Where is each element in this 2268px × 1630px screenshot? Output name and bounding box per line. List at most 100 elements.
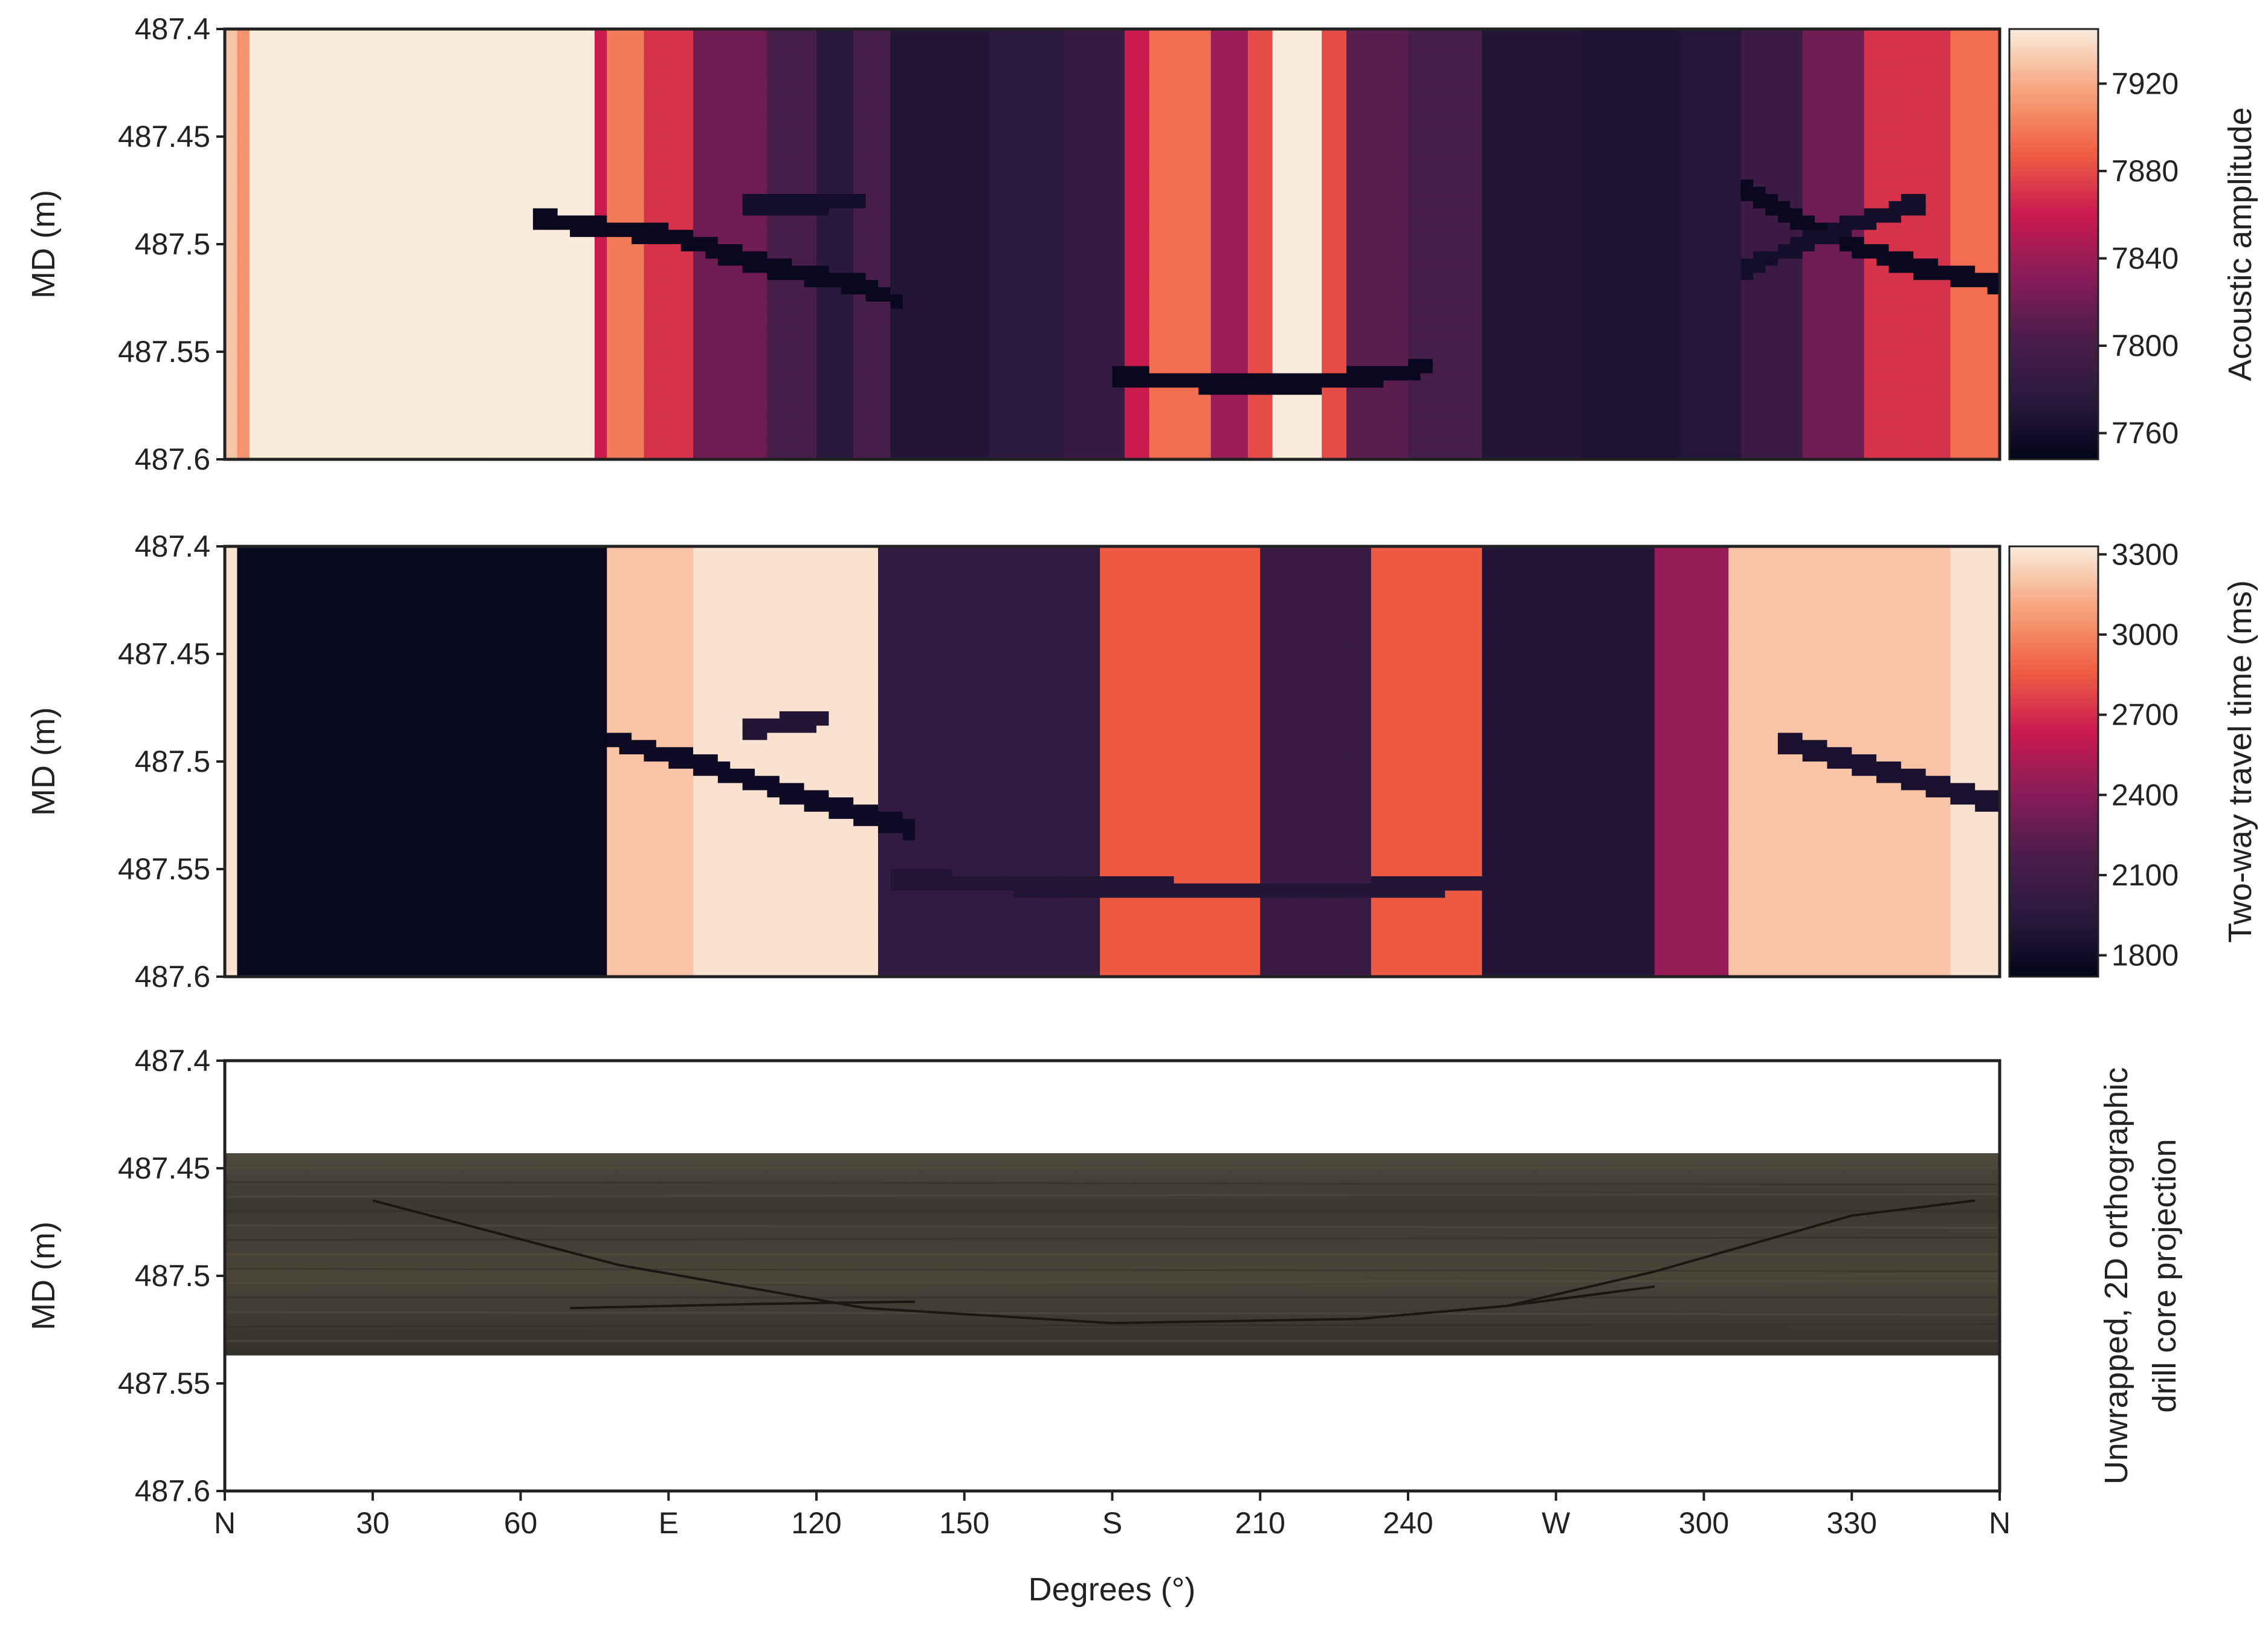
heatmap-cell	[496, 244, 509, 252]
heatmap-cell	[1050, 237, 1064, 245]
heatmap-cell	[274, 50, 287, 59]
heatmap-cell	[705, 115, 719, 123]
heatmap-cell	[1026, 301, 1039, 309]
heatmap-cell	[902, 222, 916, 230]
heatmap-cell	[1075, 158, 1088, 166]
heatmap-cell	[311, 137, 324, 144]
heatmap-cell	[977, 337, 990, 345]
heatmap-cell	[1186, 100, 1199, 109]
heatmap-cell	[225, 430, 237, 438]
heatmap-cell	[397, 65, 410, 73]
heatmap-cell	[964, 373, 977, 381]
heatmap-cell	[730, 43, 743, 51]
heatmap-cell	[656, 402, 669, 410]
heatmap-cell	[989, 366, 1002, 374]
heatmap-cell	[853, 150, 867, 159]
heatmap-cell	[545, 402, 558, 410]
heatmap-cell	[422, 50, 435, 59]
heatmap-cell	[1210, 179, 1224, 187]
heatmap-cell	[693, 122, 706, 130]
heatmap-cell	[422, 179, 435, 187]
heatmap-cell	[1174, 57, 1187, 65]
heatmap-cell	[1210, 409, 1224, 417]
heatmap-cell	[1087, 301, 1100, 309]
heatmap-cell	[335, 29, 349, 37]
heatmap-cell	[804, 172, 817, 180]
heatmap-cell	[829, 237, 842, 245]
heatmap-cell	[274, 423, 287, 432]
heatmap-cell	[1137, 308, 1150, 317]
heatmap-cell	[422, 452, 435, 460]
heatmap-cell	[1161, 337, 1175, 345]
heatmap-cell	[237, 150, 250, 159]
heatmap-cell	[471, 294, 484, 302]
heatmap-cell	[816, 438, 829, 445]
heatmap-cell	[939, 273, 952, 280]
heatmap-cell	[607, 273, 620, 280]
heatmap-cell	[582, 258, 595, 267]
heatmap-cell	[952, 201, 965, 209]
heatmap-cell	[249, 294, 262, 302]
heatmap-cell	[1174, 373, 1187, 381]
heatmap-cell	[877, 43, 891, 51]
heatmap-cell	[520, 79, 534, 87]
heatmap-cell	[915, 50, 928, 59]
heatmap-cell	[877, 29, 891, 37]
heatmap-cell	[1149, 93, 1162, 102]
heatmap-cell	[1100, 287, 1113, 295]
heatmap-cell	[607, 380, 620, 388]
heatmap-cell	[804, 409, 817, 417]
heatmap-cell	[1223, 115, 1236, 123]
heatmap-cell	[385, 337, 398, 345]
heatmap-cell	[755, 115, 768, 123]
heatmap-cell	[545, 143, 558, 152]
heatmap-cell	[1026, 430, 1039, 438]
heatmap-cell	[262, 93, 275, 102]
heatmap-cell	[1161, 50, 1175, 59]
heatmap-cell	[1124, 352, 1137, 360]
heatmap-cell	[1026, 29, 1039, 37]
heatmap-cell	[1198, 287, 1212, 295]
heatmap-cell	[311, 430, 324, 438]
heatmap-cell	[1124, 79, 1137, 87]
heatmap-cell	[582, 423, 595, 432]
heatmap-cell	[262, 65, 275, 73]
heatmap-cell	[902, 294, 916, 302]
heatmap-cell	[804, 230, 817, 238]
heatmap-cell	[607, 330, 620, 338]
heatmap-cell	[1161, 280, 1175, 288]
heatmap-cell	[829, 244, 842, 252]
heatmap-cell	[792, 287, 805, 295]
heatmap-cell	[286, 287, 299, 295]
heatmap-cell	[693, 43, 706, 51]
heatmap-cell	[520, 380, 534, 388]
heatmap-cell	[853, 330, 867, 338]
heatmap-cell	[545, 86, 558, 94]
heatmap-cell	[1223, 79, 1236, 87]
heatmap-cell	[853, 57, 867, 65]
heatmap-cell	[742, 57, 755, 65]
heatmap-cell	[249, 43, 262, 51]
heatmap-cell	[902, 323, 916, 331]
heatmap-cell	[902, 108, 916, 115]
heatmap-cell	[804, 438, 817, 445]
heatmap-cell	[545, 79, 558, 87]
heatmap-cell	[570, 187, 583, 195]
heatmap-cell	[447, 244, 460, 252]
heatmap-cell	[385, 172, 398, 180]
heatmap-cell	[841, 273, 854, 280]
heatmap-cell	[853, 344, 867, 352]
heatmap-cell	[1223, 187, 1236, 195]
heatmap-cell	[422, 380, 435, 388]
heatmap-cell	[952, 395, 965, 403]
heatmap-cell	[952, 150, 965, 159]
heatmap-cell	[372, 265, 386, 274]
heatmap-cell	[804, 344, 817, 352]
heatmap-cell	[1038, 193, 1052, 202]
heatmap-cell	[434, 344, 447, 352]
heatmap-cell	[841, 72, 854, 80]
heatmap-cell	[1149, 143, 1162, 152]
heatmap-cell	[742, 222, 755, 230]
heatmap-cell	[434, 387, 447, 395]
heatmap-cell	[1001, 373, 1014, 381]
